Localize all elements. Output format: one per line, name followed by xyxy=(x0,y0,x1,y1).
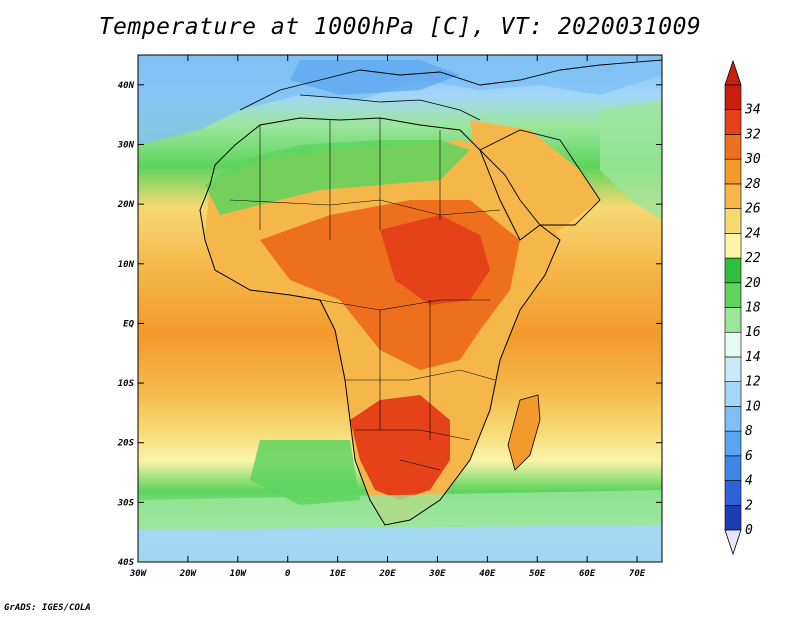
lon-tick-label: 60E xyxy=(579,569,596,579)
colorbar-label: 26 xyxy=(745,202,761,217)
colorbar-label: 14 xyxy=(745,350,761,365)
colorbar-bin xyxy=(724,282,742,308)
lon-tick-label: 20W xyxy=(179,569,198,579)
colorbar-under-arrow xyxy=(724,529,742,556)
lat-tick-label: EQ xyxy=(123,319,134,329)
lon-tick-label: 40E xyxy=(479,569,496,579)
colorbar-bin xyxy=(724,455,742,481)
colorbar-bin xyxy=(724,504,742,531)
longitude-axis: 30W 20W 10W 0 10E 20E 30E 40E 50E 60E 70E xyxy=(129,55,646,579)
europe-coastline xyxy=(239,59,662,111)
iran-cool-field xyxy=(600,100,662,220)
lat-tick-label: 10S xyxy=(118,379,135,389)
lon-tick-label: 70E xyxy=(629,569,646,579)
colorbar-bin xyxy=(724,406,742,432)
map-title: Temperature at 1000hPa [C], VT: 20200310… xyxy=(98,14,702,40)
madagascar-outline xyxy=(507,394,541,471)
arabia-warm-field xyxy=(470,120,600,240)
colorbar-bin xyxy=(724,307,742,333)
southern-ocean-cold-band xyxy=(138,525,662,562)
lon-tick-label: 50E xyxy=(529,569,546,579)
lat-tick-label: 20N xyxy=(117,200,135,210)
colorbar-bin xyxy=(724,183,742,209)
mediterranean-coastline xyxy=(299,94,481,121)
colorbar-bin xyxy=(724,381,742,407)
colorbar-bin xyxy=(724,331,742,358)
latitude-axis: 40N 30N 20N 10N EQ 10S 20S 30S 40S xyxy=(117,81,662,568)
lon-tick-label: 10E xyxy=(329,569,346,579)
colorbar-label: 34 xyxy=(744,103,761,118)
sudan-hot-core xyxy=(380,215,490,305)
colorbar-label: 30 xyxy=(744,152,761,167)
colorbar-bin xyxy=(724,109,742,135)
africa-coastline xyxy=(199,117,561,526)
colorbar-label: 22 xyxy=(745,251,761,266)
lat-tick-label: 30S xyxy=(117,498,135,508)
lat-tick-label: 40S xyxy=(118,558,135,568)
lat-tick-label: 40N xyxy=(118,81,135,91)
temperature-field xyxy=(138,55,662,562)
colorbar-label: 32 xyxy=(744,127,761,142)
lat-tick-label: 10N xyxy=(118,260,135,270)
colorbar-bin xyxy=(724,158,742,185)
lat-tick-label: 30N xyxy=(117,140,135,150)
credit-label: GrADS: IGES/COLA xyxy=(4,603,91,613)
colorbar-label: 2 xyxy=(745,498,753,513)
benguela-cool-band xyxy=(250,440,360,505)
plot-frame xyxy=(137,54,663,563)
colorbar-label: 12 xyxy=(745,375,761,390)
lon-tick-label: 10W xyxy=(230,569,248,579)
colorbar-label: 6 xyxy=(745,449,753,464)
mediterranean-cool-region xyxy=(290,60,460,95)
colorbar-bin xyxy=(724,233,742,259)
arabia-coastline xyxy=(479,129,601,226)
lon-tick-label: 20E xyxy=(378,569,396,579)
colorbar-bin xyxy=(724,134,742,160)
colorbar-label: 20 xyxy=(745,276,761,291)
lon-tick-label: 30W xyxy=(129,569,148,579)
colorbar-label: 8 xyxy=(745,424,753,439)
lon-tick-label: 0 xyxy=(285,569,291,579)
colorbar-bin xyxy=(724,480,742,506)
colorbar-bin xyxy=(724,356,742,382)
colorbar-label: 0 xyxy=(745,523,753,538)
colorbar-label: 24 xyxy=(745,226,761,241)
lon-tick-label: 30E xyxy=(428,569,446,579)
colorbar-label: 28 xyxy=(745,177,761,192)
lat-tick-label: 20S xyxy=(117,439,135,449)
colorbar-label: 4 xyxy=(745,474,753,489)
southern-africa-hot-core xyxy=(350,395,450,500)
colorbar-bin xyxy=(724,84,742,111)
colorbar-over-arrow xyxy=(724,59,742,86)
colorbar-label: 16 xyxy=(745,325,761,340)
colorbar-label: 18 xyxy=(745,301,761,316)
colorbar-bin xyxy=(724,208,742,234)
country-borders xyxy=(229,118,501,471)
colorbar-label: 10 xyxy=(745,399,761,414)
colorbar-bin xyxy=(724,257,742,284)
sahara-cool-band xyxy=(205,140,470,215)
colorbar-bin xyxy=(724,430,742,457)
